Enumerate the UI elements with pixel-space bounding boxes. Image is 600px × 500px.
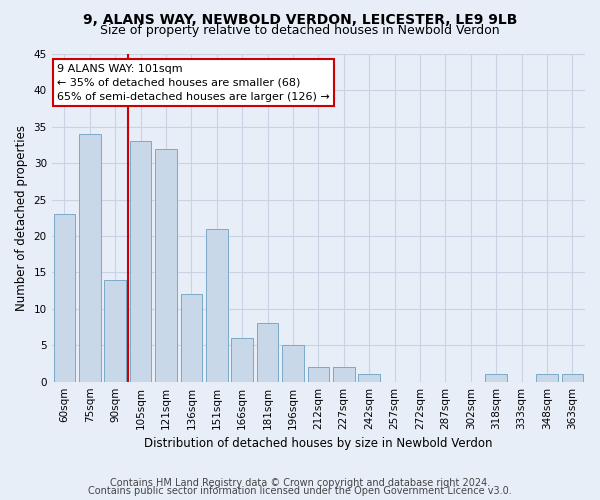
Bar bbox=[358, 374, 380, 382]
Bar bbox=[232, 338, 253, 382]
Bar bbox=[562, 374, 583, 382]
Bar bbox=[282, 346, 304, 382]
Bar bbox=[130, 142, 151, 382]
X-axis label: Distribution of detached houses by size in Newbold Verdon: Distribution of detached houses by size … bbox=[144, 437, 493, 450]
Text: Contains HM Land Registry data © Crown copyright and database right 2024.: Contains HM Land Registry data © Crown c… bbox=[110, 478, 490, 488]
Bar bbox=[104, 280, 126, 382]
Text: Size of property relative to detached houses in Newbold Verdon: Size of property relative to detached ho… bbox=[100, 24, 500, 37]
Bar bbox=[333, 367, 355, 382]
Text: Contains public sector information licensed under the Open Government Licence v3: Contains public sector information licen… bbox=[88, 486, 512, 496]
Y-axis label: Number of detached properties: Number of detached properties bbox=[15, 125, 28, 311]
Bar bbox=[485, 374, 507, 382]
Bar bbox=[257, 324, 278, 382]
Bar bbox=[79, 134, 101, 382]
Text: 9 ALANS WAY: 101sqm
← 35% of detached houses are smaller (68)
65% of semi-detach: 9 ALANS WAY: 101sqm ← 35% of detached ho… bbox=[57, 64, 330, 102]
Bar bbox=[53, 214, 75, 382]
Bar bbox=[155, 148, 177, 382]
Bar bbox=[536, 374, 557, 382]
Bar bbox=[308, 367, 329, 382]
Bar bbox=[206, 229, 227, 382]
Text: 9, ALANS WAY, NEWBOLD VERDON, LEICESTER, LE9 9LB: 9, ALANS WAY, NEWBOLD VERDON, LEICESTER,… bbox=[83, 12, 517, 26]
Bar bbox=[181, 294, 202, 382]
